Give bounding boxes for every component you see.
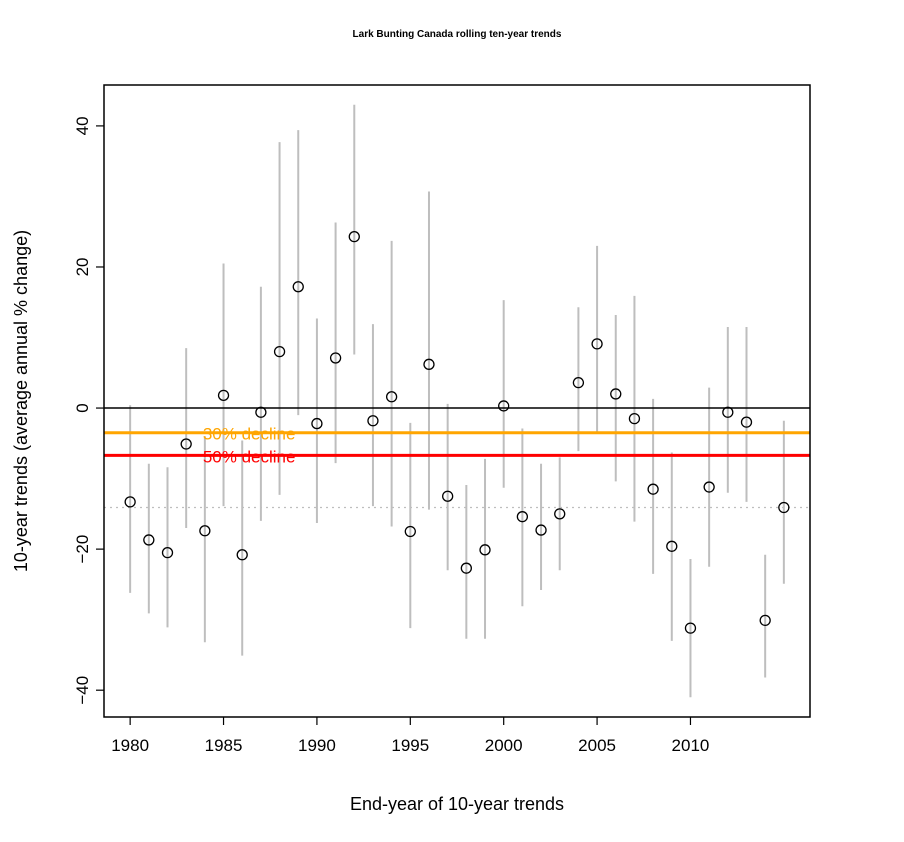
- point-2000: [498, 400, 510, 412]
- x-tick-label-2010: 2010: [672, 736, 710, 755]
- chart-title: Lark Bunting Canada rolling ten-year tre…: [353, 29, 562, 40]
- x-tick-label-2005: 2005: [578, 736, 616, 755]
- point-2011: [703, 481, 715, 493]
- point-2012: [722, 406, 734, 418]
- y-tick-label-0: 0: [73, 403, 92, 412]
- plot-area: 30% decline 50% decline: [104, 104, 810, 698]
- point-2004: [572, 377, 585, 389]
- y-tick-label-40: 40: [73, 116, 92, 135]
- x-tick-label-1995: 1995: [391, 736, 429, 755]
- point-2002: [535, 524, 547, 536]
- point-2015: [778, 501, 790, 514]
- y-axis-label: 10-year trends (average annual % change): [11, 230, 31, 572]
- x-tick-label-1990: 1990: [298, 736, 336, 755]
- point-1983: [180, 438, 192, 450]
- point-2008: [647, 483, 659, 495]
- reference-label-2: 50% decline: [203, 447, 296, 466]
- point-1997: [442, 490, 454, 502]
- point-1985: [217, 389, 230, 402]
- point-1994: [385, 391, 398, 403]
- point-1989: [292, 281, 304, 293]
- point-2005: [591, 338, 603, 350]
- point-1999: [479, 544, 491, 556]
- plot-frame: [103, 84, 811, 718]
- point-1986: [236, 549, 248, 561]
- point-1980: [124, 496, 136, 508]
- point-2001: [516, 511, 529, 523]
- x-axis-label: End-year of 10-year trends: [350, 794, 564, 814]
- point-1996: [423, 358, 435, 370]
- point-2006: [610, 388, 622, 400]
- point-1984: [199, 525, 211, 537]
- point-2007: [628, 412, 641, 425]
- point-1998: [460, 562, 472, 574]
- x-tick-label-1985: 1985: [205, 736, 243, 755]
- point-1982: [161, 547, 174, 559]
- point-1987: [255, 406, 267, 418]
- x-tick-label-1980: 1980: [111, 736, 149, 755]
- point-2003: [554, 508, 566, 520]
- point-2013: [740, 416, 753, 428]
- y-tick-label--40: −40: [73, 676, 92, 705]
- point-1988: [273, 345, 286, 358]
- point-2009: [666, 540, 678, 552]
- point-1992: [348, 231, 360, 243]
- point-1995: [404, 525, 416, 538]
- point-1981: [143, 534, 155, 546]
- point-1990: [311, 417, 323, 430]
- y-tick-label--20: −20: [73, 535, 92, 564]
- x-tick-label-2000: 2000: [485, 736, 523, 755]
- reference-label-1: 30% decline: [203, 425, 296, 444]
- point-1993: [367, 415, 379, 427]
- y-tick-label-20: 20: [73, 258, 92, 277]
- point-2014: [759, 614, 771, 627]
- point-1991: [329, 352, 342, 364]
- point-2010: [684, 622, 697, 634]
